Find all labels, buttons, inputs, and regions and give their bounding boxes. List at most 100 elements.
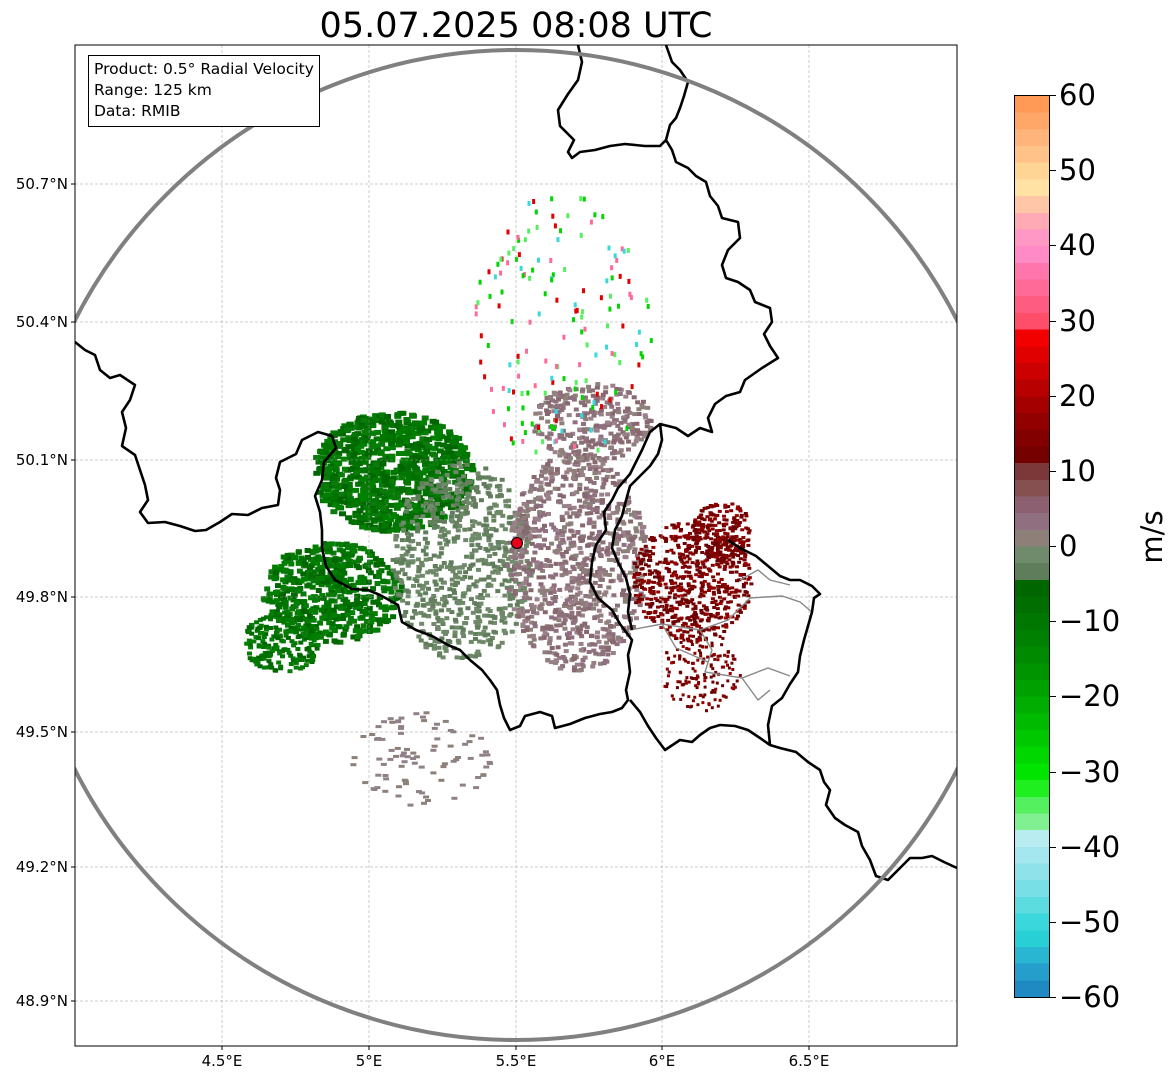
echo-pixel [700,611,705,615]
echo-pixel [580,329,584,335]
echo-pixel [371,611,378,617]
echo-pixel [684,679,688,683]
echo-pixel [650,585,655,589]
echo-pixel [576,577,582,581]
echo-pixel [321,604,328,610]
echo-pixel [517,565,522,570]
echo-pixel [655,562,660,566]
echo-pixel [440,450,448,456]
echo-pixel [477,639,483,644]
echo-pixel [282,610,288,615]
echo-pixel [284,574,291,580]
echo-pixel [553,527,558,532]
echo-pixel [462,742,469,746]
echo-pixel [318,555,325,561]
echo-pixel [548,563,554,568]
echo-pixel [439,511,445,516]
echo-pixel [568,456,573,461]
echo-pixel [646,581,651,585]
echo-pixel [723,607,727,611]
echo-pixel [616,547,622,552]
echo-pixel [636,407,642,412]
echo-pixel [451,450,459,456]
echo-pixel [464,616,470,620]
echo-pixel [294,625,300,630]
echo-pixel [562,617,568,622]
echo-pixel [356,416,364,421]
echo-pixel [690,561,695,565]
echo-pixel [653,569,658,573]
echo-pixel [357,481,365,486]
echo-pixel [399,434,407,440]
echo-pixel [329,621,336,627]
echo-pixel [746,543,751,547]
colorbar-tick-mark [1049,621,1056,622]
echo-pixel [635,428,640,433]
echo-pixel [479,557,485,562]
echo-pixel [615,551,621,556]
echo-pixel [686,705,690,708]
echo-pixel [315,633,321,637]
echo-pixel [717,616,722,620]
echo-pixel [561,504,567,509]
echo-pixel [568,606,574,611]
echo-pixel [281,586,288,591]
echo-pixel [331,480,339,486]
echo-pixel [726,650,730,654]
echo-pixel [564,586,570,591]
echo-pixel [444,472,450,477]
echo-pixel [291,592,298,598]
echo-pixel [481,561,487,566]
echo-pixel [538,636,544,641]
echo-pixel [565,636,571,640]
echo-pixel [685,554,690,558]
echo-pixel [249,631,255,636]
echo-pixel [599,513,605,518]
echo-pixel [368,480,376,486]
echo-pixel [355,461,363,467]
echo-pixel [693,695,697,699]
echo-pixel [488,620,494,625]
echo-pixel [697,516,701,520]
echo-pixel [522,591,528,596]
echo-pixel [452,583,458,588]
echo-pixel [574,514,580,519]
echo-pixel [424,540,430,545]
echo-pixel [572,317,575,323]
echo-pixel [442,528,448,533]
echo-pixel [562,571,568,576]
echo-pixel [728,526,733,530]
echo-pixel [723,531,728,535]
echo-pixel [311,569,318,575]
echo-pixel [648,549,653,553]
echo-pixel [359,500,367,506]
echo-pixel [484,528,489,533]
echo-pixel [483,516,489,521]
echo-pixel [531,267,535,273]
echo-pixel [691,607,696,611]
echo-pixel [519,553,525,558]
echo-pixel [735,579,739,583]
echo-pixel [345,486,353,491]
echo-pixel [553,572,559,577]
echo-pixel [575,413,581,418]
echo-pixel [582,621,588,626]
echo-pixel [325,606,332,612]
echo-pixel [421,613,427,618]
echo-pixel [542,597,548,602]
echo-pixel [733,590,738,594]
echo-pixel [695,539,700,543]
echo-pixel [425,443,433,449]
echo-pixel [614,539,620,543]
echo-pixel [620,246,624,252]
echo-pixel [648,616,653,620]
echo-pixel [539,602,545,607]
echo-pixel [565,522,571,527]
echo-pixel [482,633,488,638]
echo-pixel [548,395,554,399]
echo-pixel [610,383,616,388]
echo-pixel [580,575,586,580]
echo-pixel [452,464,458,468]
echo-pixel [706,655,710,659]
echo-pixel [432,598,438,603]
